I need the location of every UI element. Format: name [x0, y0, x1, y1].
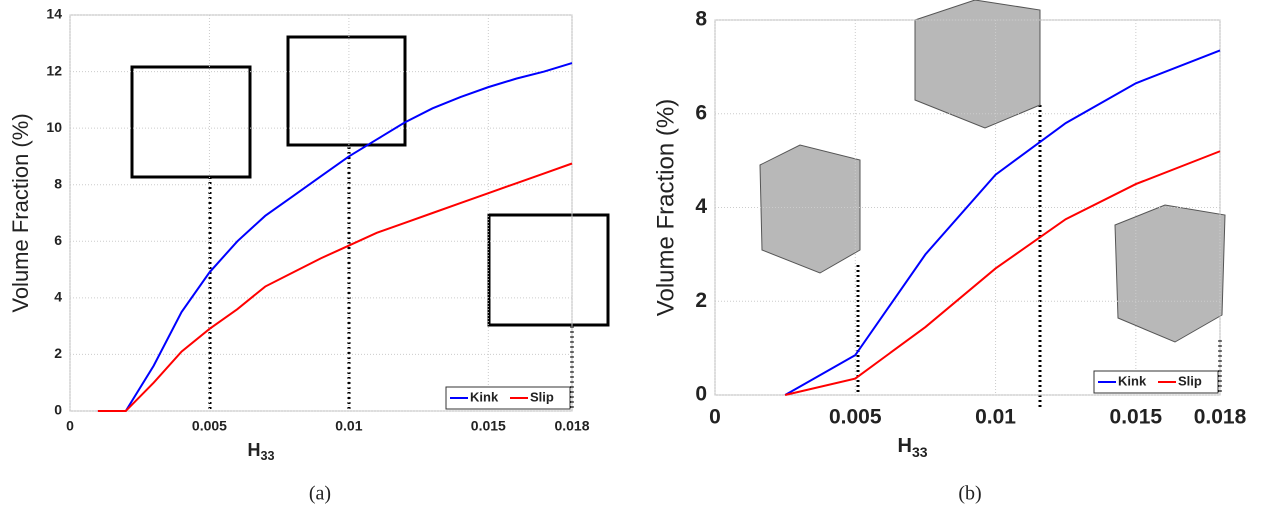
x-axis-label: H33: [897, 435, 927, 459]
y-axis-label: Volume Fraction (%): [8, 113, 33, 312]
legend-box: [1093, 370, 1219, 394]
chart: 0 2 4 6 8 0 0.005 0.01 0.015 0.018 Volume Fraction…: [652, 8, 1246, 505]
x-tick-label: 0.018: [554, 418, 589, 434]
legend-label: Kink: [1118, 373, 1147, 388]
y-tick-label: 12: [46, 62, 62, 78]
inset-image: [1114, 204, 1226, 343]
y-tick-label: 2: [54, 345, 62, 361]
x-axis-label-main: H: [247, 440, 260, 460]
inset-image: [286, 35, 407, 147]
y-tick-label: 0: [54, 402, 62, 418]
y-tick-label: 6: [54, 232, 62, 248]
y-tick-label: 8: [54, 175, 62, 191]
data-line: [784, 49, 1221, 396]
y-tick-label: 4: [695, 195, 707, 218]
x-tick-label: 0: [709, 406, 721, 429]
chart: 0 2 4 6 8 10 12 14 0 0.005 0.01 0.015 0.018 Volume Fr…: [8, 6, 590, 505]
inset-image: [130, 65, 252, 179]
x-tick-label: 0.01: [335, 418, 362, 434]
x-axis-label-sub: 33: [260, 449, 274, 463]
x-tick-label: 0.01: [975, 406, 1016, 429]
caption: (b): [958, 483, 981, 505]
caption: (a): [309, 483, 331, 505]
x-tick-label: 0.015: [1110, 406, 1163, 429]
x-tick-label: 0.015: [471, 418, 506, 434]
data-line: [97, 62, 573, 412]
legend-label: Slip: [530, 389, 554, 404]
inset-image: [487, 213, 610, 327]
y-tick-label: 10: [46, 119, 62, 135]
y-tick-label: 14: [46, 6, 62, 22]
y-tick-label: 2: [695, 289, 707, 312]
legend-label: Slip: [1178, 373, 1202, 388]
x-tick-label: 0.018: [1194, 406, 1247, 429]
y-tick-label: 4: [54, 289, 62, 305]
inset-image: [759, 144, 861, 274]
insets: [130, 0, 1226, 411]
x-axis-label-main: H: [897, 435, 911, 457]
x-tick-label: 0: [66, 418, 74, 434]
x-tick-label: 0.005: [829, 406, 882, 429]
x-axis-label: H33: [247, 440, 274, 464]
y-axis-label: Volume Fraction (%): [652, 99, 679, 316]
legend-box: [445, 386, 571, 410]
y-tick-label: 8: [695, 8, 707, 31]
x-tick-label: 0.005: [192, 418, 227, 434]
data-line: [97, 162, 573, 412]
y-tick-label: 0: [695, 383, 707, 406]
inset-image: [914, 0, 1041, 129]
x-axis-label-sub: 33: [912, 444, 928, 460]
y-tick-label: 6: [695, 101, 707, 124]
data-line: [784, 150, 1221, 396]
legend-label: Kink: [470, 389, 499, 404]
